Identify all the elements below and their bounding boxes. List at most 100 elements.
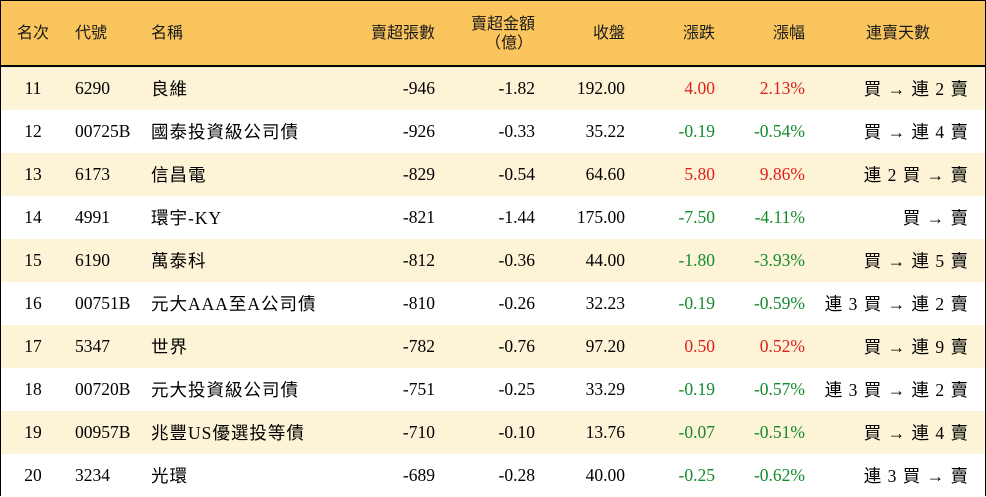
sell-volume-cell: -810 [347, 282, 441, 325]
streak-cell: 買 → 連 2 賣 [811, 66, 985, 110]
close-cell: 175.00 [541, 196, 631, 239]
rank-cell: 11 [1, 66, 65, 110]
close-cell: 33.29 [541, 368, 631, 411]
rank-cell: 12 [1, 110, 65, 153]
header-code: 代號 [65, 1, 147, 67]
change-cell: -0.25 [631, 454, 721, 497]
change-cell: -0.19 [631, 110, 721, 153]
table-row: 18 00720B 元大投資級公司債 -751 -0.25 33.29 -0.19 -0.57… [1, 368, 985, 411]
change-pct-cell: 0.52% [721, 325, 811, 368]
name-cell: 元大投資級公司債 [147, 368, 347, 411]
change-pct-cell: -0.62% [721, 454, 811, 497]
header-change-pct: 漲幅 [721, 1, 811, 67]
change-pct-cell: -0.59% [721, 282, 811, 325]
code-cell: 6290 [65, 66, 147, 110]
header-sell-volume: 賣超張數 [347, 1, 441, 67]
name-cell: 國泰投資級公司債 [147, 110, 347, 153]
sell-amount-cell: -0.10 [441, 411, 541, 454]
close-cell: 35.22 [541, 110, 631, 153]
close-cell: 64.60 [541, 153, 631, 196]
sell-amount-cell: -1.44 [441, 196, 541, 239]
name-cell: 兆豐US優選投等債 [147, 411, 347, 454]
name-cell: 萬泰科 [147, 239, 347, 282]
rank-cell: 14 [1, 196, 65, 239]
streak-cell: 連 3 買 → 連 2 賣 [811, 282, 985, 325]
change-pct-cell: -3.93% [721, 239, 811, 282]
header-streak: 連賣天數 [811, 1, 985, 67]
sell-volume-cell: -689 [347, 454, 441, 497]
change-cell: -0.07 [631, 411, 721, 454]
table-row: 17 5347 世界 -782 -0.76 97.20 0.50 0.52% 買 → 連 9 賣 [1, 325, 985, 368]
streak-cell: 連 2 買 → 賣 [811, 153, 985, 196]
sell-volume-cell: -926 [347, 110, 441, 153]
change-pct-cell: -0.57% [721, 368, 811, 411]
streak-cell: 買 → 連 9 賣 [811, 325, 985, 368]
header-sell-amount-line1: 賣超金額 [470, 13, 535, 33]
close-cell: 32.23 [541, 282, 631, 325]
change-pct-cell: -4.11% [721, 196, 811, 239]
change-cell: -7.50 [631, 196, 721, 239]
streak-cell: 買 → 連 4 賣 [811, 411, 985, 454]
sell-amount-cell: -0.36 [441, 239, 541, 282]
table-row: 12 00725B 國泰投資級公司債 -926 -0.33 35.22 -0.19 -0.54… [1, 110, 985, 153]
header-row: 名次 代號 名稱 賣超張數 賣超金額 （億） 收盤 漲跌 漲幅 連賣天數 [1, 1, 985, 67]
close-cell: 192.00 [541, 66, 631, 110]
name-cell: 元大AAA至A公司債 [147, 282, 347, 325]
sell-volume-cell: -782 [347, 325, 441, 368]
sell-volume-cell: -829 [347, 153, 441, 196]
name-cell: 信昌電 [147, 153, 347, 196]
sell-amount-cell: -0.76 [441, 325, 541, 368]
table-row: 20 3234 光環 -689 -0.28 40.00 -0.25 -0.62% 連 3 買 →… [1, 454, 985, 497]
header-rank: 名次 [1, 1, 65, 67]
name-cell: 環宇-KY [147, 196, 347, 239]
code-cell: 6190 [65, 239, 147, 282]
table-row: 15 6190 萬泰科 -812 -0.36 44.00 -1.80 -3.93% 買 → 連 … [1, 239, 985, 282]
change-pct-cell: 9.86% [721, 153, 811, 196]
header-close: 收盤 [541, 1, 631, 67]
rank-cell: 15 [1, 239, 65, 282]
code-cell: 3234 [65, 454, 147, 497]
sell-amount-cell: -0.26 [441, 282, 541, 325]
table-row: 19 00957B 兆豐US優選投等債 -710 -0.10 13.76 -0.07 -0.5… [1, 411, 985, 454]
rank-cell: 18 [1, 368, 65, 411]
change-cell: 0.50 [631, 325, 721, 368]
close-cell: 13.76 [541, 411, 631, 454]
change-cell: 4.00 [631, 66, 721, 110]
streak-cell: 買 → 連 5 賣 [811, 239, 985, 282]
change-cell: -1.80 [631, 239, 721, 282]
table-row: 14 4991 環宇-KY -821 -1.44 175.00 -7.50 -4.11% 買 →… [1, 196, 985, 239]
header-change: 漲跌 [631, 1, 721, 67]
close-cell: 44.00 [541, 239, 631, 282]
sell-volume-cell: -946 [347, 66, 441, 110]
streak-cell: 買 → 連 4 賣 [811, 110, 985, 153]
close-cell: 40.00 [541, 454, 631, 497]
sell-volume-cell: -812 [347, 239, 441, 282]
streak-cell: 連 3 買 → 連 2 賣 [811, 368, 985, 411]
name-cell: 良維 [147, 66, 347, 110]
rank-cell: 13 [1, 153, 65, 196]
code-cell: 00957B [65, 411, 147, 454]
sell-volume-cell: -751 [347, 368, 441, 411]
sell-amount-cell: -0.54 [441, 153, 541, 196]
table-row: 13 6173 信昌電 -829 -0.54 64.60 5.80 9.86% 連 2 買 → … [1, 153, 985, 196]
change-pct-cell: -0.54% [721, 110, 811, 153]
change-cell: 5.80 [631, 153, 721, 196]
change-pct-cell: 2.13% [721, 66, 811, 110]
table-row: 16 00751B 元大AAA至A公司債 -810 -0.26 32.23 -0.19 -0.… [1, 282, 985, 325]
sell-amount-cell: -0.28 [441, 454, 541, 497]
header-sell-amount: 賣超金額 （億） [441, 1, 541, 67]
sell-amount-cell: -1.82 [441, 66, 541, 110]
change-pct-cell: -0.51% [721, 411, 811, 454]
code-cell: 6173 [65, 153, 147, 196]
code-cell: 00720B [65, 368, 147, 411]
table-body: 11 6290 良維 -946 -1.82 192.00 4.00 2.13% 買 → 連 2 … [1, 66, 985, 497]
sell-amount-cell: -0.25 [441, 368, 541, 411]
change-cell: -0.19 [631, 282, 721, 325]
close-cell: 97.20 [541, 325, 631, 368]
code-cell: 00751B [65, 282, 147, 325]
name-cell: 世界 [147, 325, 347, 368]
streak-cell: 連 3 買 → 賣 [811, 454, 985, 497]
rank-cell: 17 [1, 325, 65, 368]
